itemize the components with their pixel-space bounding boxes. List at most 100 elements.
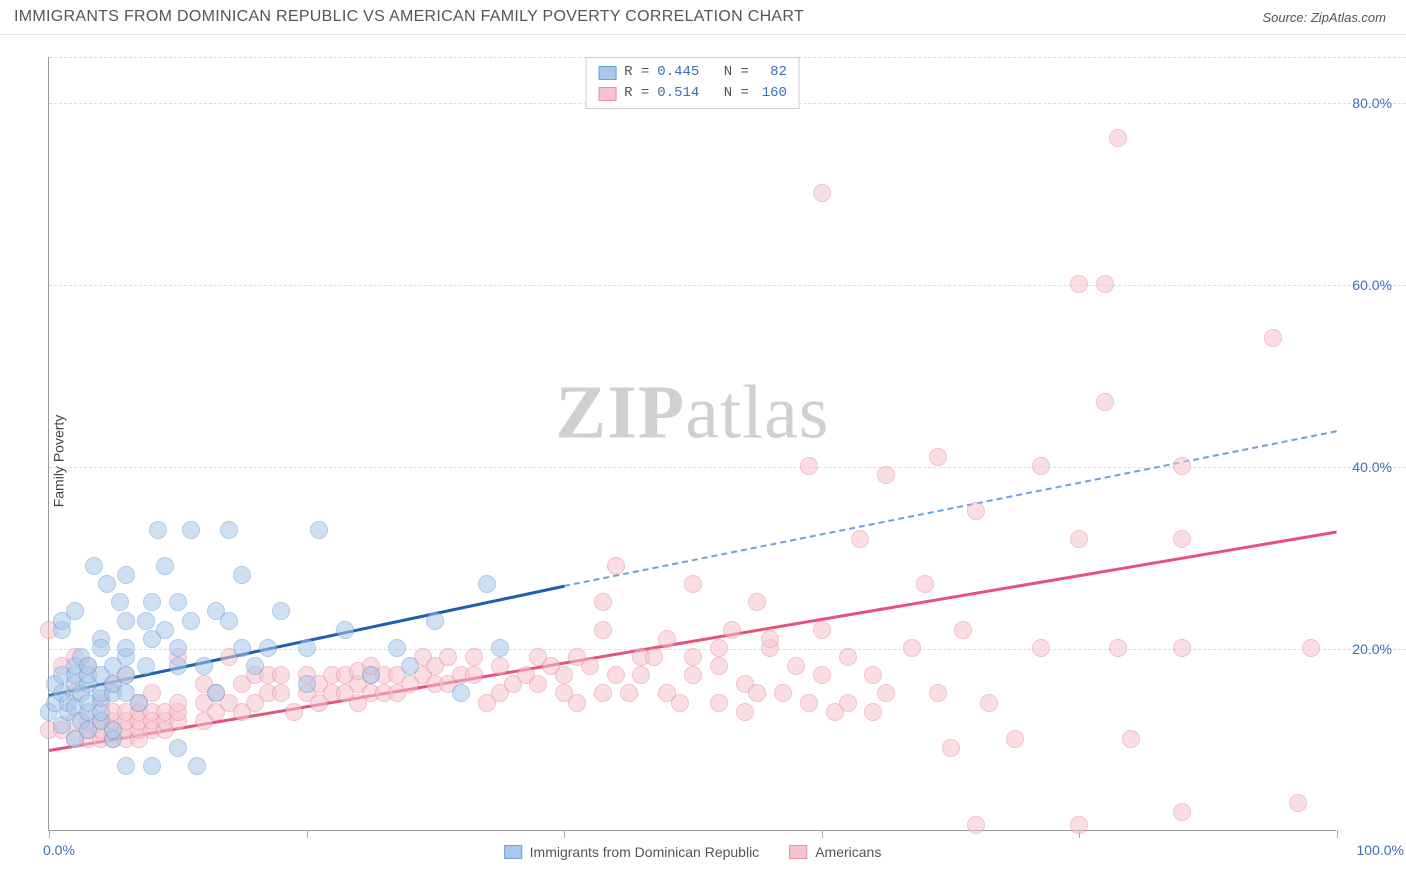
source-attribution: Source: ZipAtlas.com bbox=[1262, 10, 1386, 25]
gridline-h bbox=[49, 285, 1406, 286]
scatter-point bbox=[1032, 639, 1050, 657]
scatter-point bbox=[594, 593, 612, 611]
scatter-point bbox=[787, 657, 805, 675]
scatter-point bbox=[710, 694, 728, 712]
legend-r-label: R = bbox=[624, 83, 649, 104]
scatter-point bbox=[259, 639, 277, 657]
scatter-point bbox=[607, 666, 625, 684]
scatter-point bbox=[1122, 730, 1140, 748]
legend-item-series2: Americans bbox=[789, 844, 881, 860]
x-tick bbox=[49, 830, 50, 838]
scatter-point bbox=[1173, 530, 1191, 548]
legend-n-label: N = bbox=[724, 62, 749, 83]
legend-row-series1: R = 0.445 N = 82 bbox=[598, 62, 787, 83]
scatter-point bbox=[233, 639, 251, 657]
scatter-point bbox=[594, 621, 612, 639]
scatter-point bbox=[149, 521, 167, 539]
scatter-point bbox=[671, 694, 689, 712]
scatter-point bbox=[426, 612, 444, 630]
scatter-point bbox=[813, 184, 831, 202]
chart-header: IMMIGRANTS FROM DOMINICAN REPUBLIC VS AM… bbox=[0, 0, 1406, 35]
legend-item-series1: Immigrants from Dominican Republic bbox=[504, 844, 760, 860]
legend-n-value-1: 82 bbox=[757, 62, 787, 83]
scatter-point bbox=[220, 612, 238, 630]
scatter-point bbox=[594, 684, 612, 702]
legend-label-series1: Immigrants from Dominican Republic bbox=[530, 844, 760, 860]
scatter-plot: ZIPatlas R = 0.445 N = 82 R = 0.514 N = … bbox=[48, 57, 1336, 831]
legend-r-value-1: 0.445 bbox=[657, 62, 699, 83]
scatter-point bbox=[607, 557, 625, 575]
scatter-point bbox=[1264, 329, 1282, 347]
scatter-point bbox=[813, 666, 831, 684]
scatter-point bbox=[272, 684, 290, 702]
scatter-point bbox=[188, 757, 206, 775]
scatter-point bbox=[864, 703, 882, 721]
x-tick bbox=[564, 830, 565, 838]
source-prefix: Source: bbox=[1262, 10, 1310, 25]
scatter-point bbox=[1070, 275, 1088, 293]
scatter-point bbox=[491, 639, 509, 657]
scatter-point bbox=[929, 684, 947, 702]
scatter-point bbox=[645, 648, 663, 666]
scatter-point bbox=[800, 457, 818, 475]
scatter-point bbox=[310, 521, 328, 539]
scatter-point bbox=[478, 575, 496, 593]
scatter-point bbox=[1173, 639, 1191, 657]
scatter-point bbox=[1109, 639, 1127, 657]
scatter-point bbox=[684, 648, 702, 666]
legend-swatch-icon bbox=[789, 845, 807, 859]
scatter-point bbox=[98, 575, 116, 593]
scatter-point bbox=[104, 721, 122, 739]
scatter-point bbox=[710, 639, 728, 657]
scatter-point bbox=[169, 739, 187, 757]
scatter-point bbox=[658, 630, 676, 648]
scatter-point bbox=[66, 602, 84, 620]
scatter-point bbox=[182, 612, 200, 630]
x-axis-min-label: 0.0% bbox=[43, 842, 75, 858]
scatter-point bbox=[967, 816, 985, 834]
scatter-point bbox=[813, 621, 831, 639]
scatter-point bbox=[233, 566, 251, 584]
scatter-point bbox=[748, 684, 766, 702]
x-tick bbox=[1337, 830, 1338, 838]
scatter-point bbox=[246, 657, 264, 675]
scatter-point bbox=[169, 657, 187, 675]
scatter-point bbox=[388, 639, 406, 657]
scatter-point bbox=[1173, 803, 1191, 821]
scatter-point bbox=[1070, 816, 1088, 834]
scatter-point bbox=[916, 575, 934, 593]
scatter-point bbox=[1096, 393, 1114, 411]
scatter-point bbox=[117, 566, 135, 584]
scatter-point bbox=[143, 593, 161, 611]
trend-line-dashed bbox=[564, 430, 1337, 587]
legend-r-value-2: 0.514 bbox=[657, 83, 699, 104]
scatter-point bbox=[761, 630, 779, 648]
y-tick-label: 60.0% bbox=[1352, 277, 1392, 293]
scatter-point bbox=[1070, 530, 1088, 548]
scatter-point bbox=[130, 694, 148, 712]
series-legend: Immigrants from Dominican Republic Ameri… bbox=[504, 844, 882, 860]
scatter-point bbox=[1289, 794, 1307, 812]
scatter-point bbox=[182, 521, 200, 539]
scatter-point bbox=[877, 684, 895, 702]
scatter-point bbox=[362, 666, 380, 684]
scatter-point bbox=[839, 648, 857, 666]
scatter-point bbox=[117, 757, 135, 775]
scatter-point bbox=[684, 575, 702, 593]
scatter-point bbox=[143, 757, 161, 775]
scatter-point bbox=[864, 666, 882, 684]
scatter-point bbox=[800, 694, 818, 712]
scatter-point bbox=[1173, 457, 1191, 475]
scatter-point bbox=[298, 675, 316, 693]
scatter-point bbox=[491, 657, 509, 675]
scatter-point bbox=[684, 666, 702, 684]
legend-label-series2: Americans bbox=[815, 844, 881, 860]
scatter-point bbox=[111, 593, 129, 611]
scatter-point bbox=[723, 621, 741, 639]
scatter-point bbox=[207, 684, 225, 702]
legend-swatch-series1 bbox=[598, 66, 616, 80]
x-axis-max-label: 100.0% bbox=[1357, 842, 1404, 858]
chart-area: Family Poverty ZIPatlas R = 0.445 N = 82… bbox=[0, 35, 1406, 887]
y-tick-label: 20.0% bbox=[1352, 641, 1392, 657]
scatter-point bbox=[581, 657, 599, 675]
